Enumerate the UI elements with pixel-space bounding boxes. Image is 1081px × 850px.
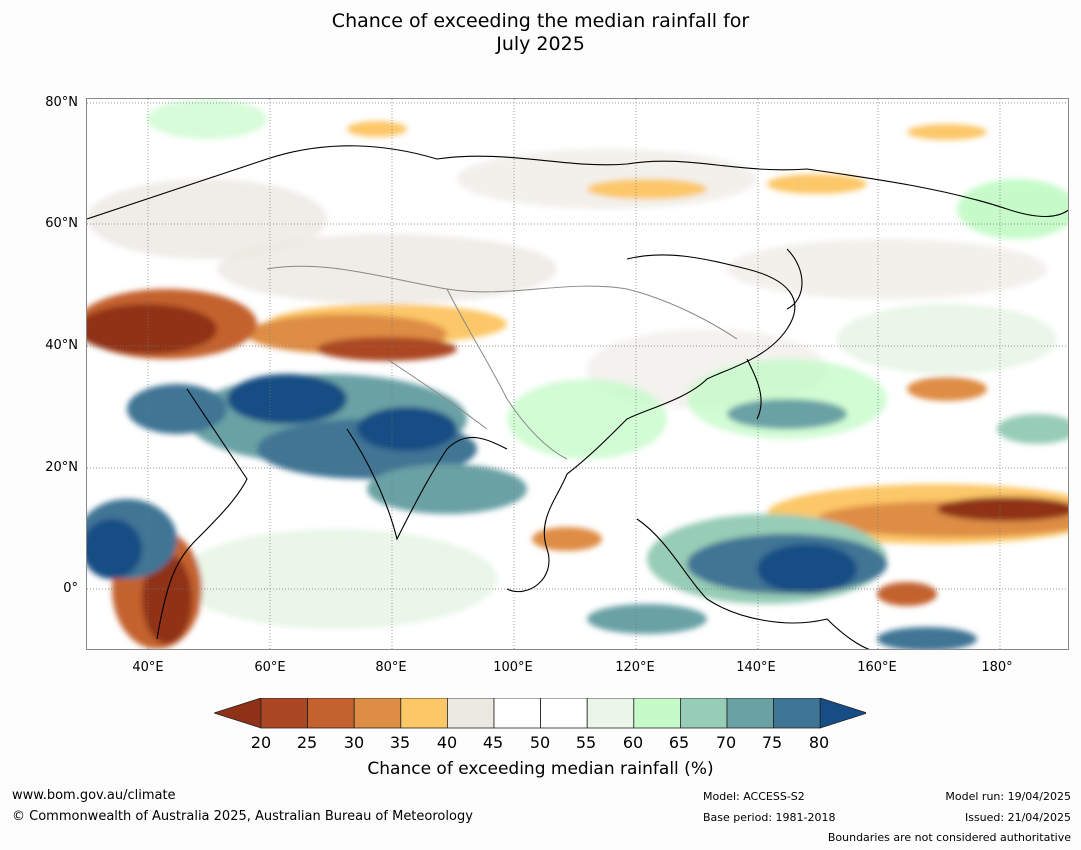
title-line-1: Chance of exceeding the median rainfall … [331, 10, 750, 32]
colorbar-bin [679, 698, 728, 729]
colorbar-tick-30: 30 [343, 733, 365, 752]
graticule [87, 99, 1068, 649]
colorbar-bin [586, 698, 635, 729]
model-name: Model: ACCESS-S2 [703, 790, 805, 803]
colorbar-tick-65: 65 [668, 733, 690, 752]
colorbar-tick-20: 20 [250, 733, 272, 752]
base-period: Base period: 1981-2018 [703, 811, 836, 824]
website-link[interactable]: www.bom.gov.au/climate [12, 788, 176, 803]
colorbar-extend-low [214, 698, 262, 729]
lon-label-180: 180° [981, 660, 1013, 675]
colorbar-tick-35: 35 [389, 733, 411, 752]
lat-label-80n: 80°N [45, 95, 78, 110]
lat-label-40n: 40°N [45, 338, 78, 353]
colorbar-tick-70: 70 [715, 733, 737, 752]
lat-label-60n: 60°N [45, 216, 78, 231]
lon-label-40e: 40°E [132, 660, 164, 675]
title-line-2: July 2025 [496, 33, 585, 55]
lat-label-20n: 20°N [45, 460, 78, 475]
colorbar-tick-40: 40 [436, 733, 458, 752]
colorbar-tick-80: 80 [808, 733, 830, 752]
lon-label-80e: 80°E [375, 660, 407, 675]
colorbar-bin [633, 698, 681, 729]
colorbar-bin [353, 698, 402, 729]
colorbar-bin [400, 698, 448, 729]
colorbar-tick-45: 45 [482, 733, 504, 752]
colorbar-tick-75: 75 [761, 733, 783, 752]
lat-label-0: 0° [63, 581, 78, 596]
rainfall-map [86, 98, 1069, 650]
colorbar-title: Chance of exceeding median rainfall (%) [367, 759, 714, 779]
lon-label-60e: 60°E [254, 660, 286, 675]
model-run-date: Model run: 19/04/2025 [945, 790, 1071, 803]
colorbar-tick-50: 50 [529, 733, 551, 752]
colorbar-extend-high [819, 698, 866, 729]
colorbar-bin [540, 698, 588, 729]
colorbar-bin [307, 698, 355, 729]
copyright-text: © Commonwealth of Australia 2025, Austra… [12, 809, 473, 824]
colorbar-bin [773, 698, 821, 729]
colorbar-tick-25: 25 [296, 733, 318, 752]
colorbar-bin [493, 698, 541, 729]
lon-label-140e: 140°E [736, 660, 776, 675]
colorbar-tick-60: 60 [622, 733, 644, 752]
colorbar [214, 698, 866, 729]
lon-label-160e: 160°E [857, 660, 897, 675]
map-title: Chance of exceeding the median rainfall … [0, 10, 1081, 56]
lon-label-120e: 120°E [615, 660, 655, 675]
coastlines [87, 145, 1068, 649]
lon-label-100e: 100°E [493, 660, 533, 675]
probability-shading [87, 99, 1068, 649]
colorbar-tick-55: 55 [575, 733, 597, 752]
colorbar-bin [726, 698, 774, 729]
colorbar-bin [446, 698, 495, 729]
issued-date: Issued: 21/04/2025 [964, 811, 1071, 824]
colorbar-bin [260, 698, 308, 729]
country-borders [266, 265, 738, 460]
boundaries-disclaimer: Boundaries are not considered authoritat… [827, 831, 1071, 844]
